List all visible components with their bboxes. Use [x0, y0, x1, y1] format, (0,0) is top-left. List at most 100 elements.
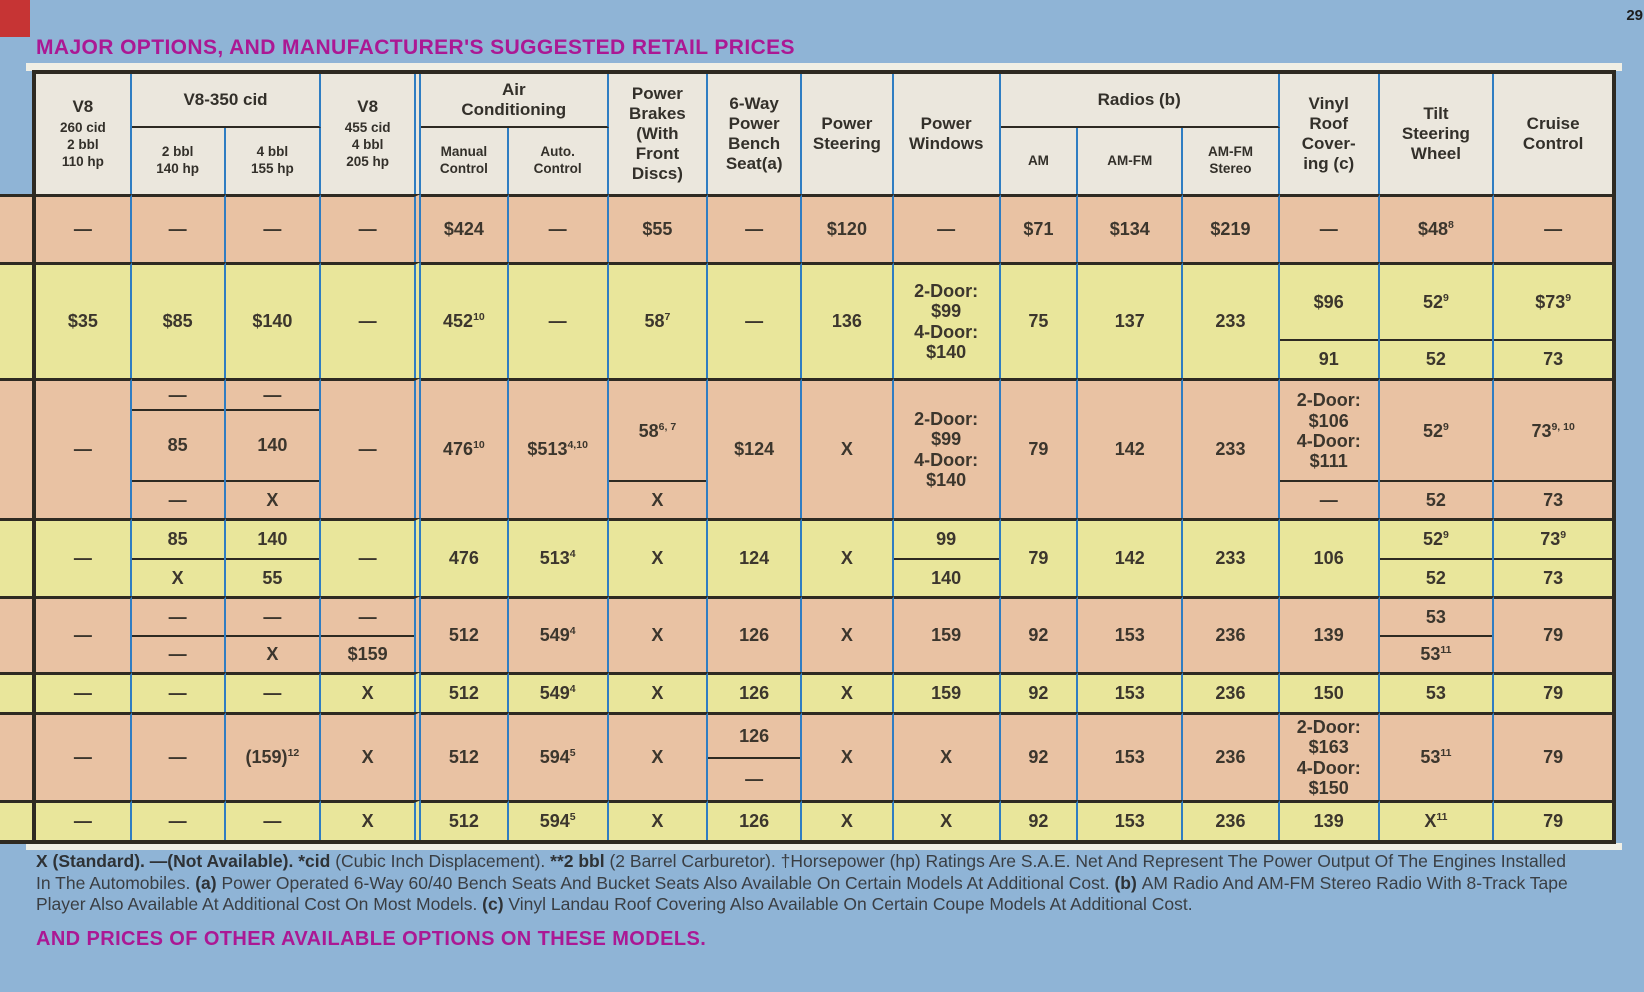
table-cell: $739 73	[1494, 262, 1612, 378]
table-cell: 92	[1000, 596, 1079, 672]
table-cell: $134	[1078, 194, 1184, 262]
table-cell: 5494	[508, 596, 609, 672]
table-cell: —	[708, 262, 803, 378]
table-cell: —	[508, 262, 609, 378]
table-cell: 512	[421, 596, 509, 672]
table-cell: $96 91	[1279, 262, 1380, 378]
table-cell: X	[802, 800, 894, 840]
table-cell: 99 140	[893, 518, 1001, 596]
table-cell: 45210	[421, 262, 509, 378]
table-cell: — —	[131, 596, 226, 672]
table-cell: X	[802, 596, 894, 672]
table-cell: —	[36, 378, 132, 518]
table-cell: X	[321, 672, 422, 712]
table-cell: 126	[708, 800, 803, 840]
column-subheader: 2 bbl 140 hp	[131, 128, 226, 194]
column-subheader: AM-FM	[1078, 128, 1184, 194]
table-cell: —	[131, 712, 226, 800]
column-header: V8 260 cid 2 bbl 110 hp	[36, 74, 132, 194]
table-cell: 529 52	[1379, 262, 1495, 378]
footnote-segment: Power Operated 6-Way 60/40 Bench Seats A…	[221, 872, 1115, 893]
table-cell: 5945	[508, 800, 609, 840]
footnote-segment: X (Standard).	[36, 851, 150, 871]
bottom-caption: AND PRICES OF OTHER AVAILABLE OPTIONS ON…	[36, 928, 707, 950]
table-cell: 75	[1000, 262, 1079, 378]
footnote-segment: (2 Barrel Carburetor). †Horsepower (hp) …	[36, 851, 1566, 893]
table-cell: $424	[421, 194, 509, 262]
table-cell: 512	[421, 712, 509, 800]
table-cell: 153	[1078, 800, 1184, 840]
table-cell: 85 X	[131, 518, 226, 596]
table-cell: $71	[1000, 194, 1079, 262]
column-group-header: Air Conditioning	[421, 74, 609, 128]
column-group-header: V8-350 cid	[131, 74, 322, 128]
table-cell: 79	[1494, 712, 1612, 800]
table-cell: 739 73	[1494, 518, 1612, 596]
table-cell: 53	[1379, 672, 1495, 712]
column-subheader: 4 bbl 155 hp	[225, 128, 322, 194]
table-cell: —	[321, 518, 422, 596]
column-header: Power Steering	[802, 74, 894, 194]
table-cell: 92	[1000, 712, 1079, 800]
table-cell: 587	[608, 262, 709, 378]
table-cell: —	[321, 194, 422, 262]
table-cell: —	[36, 672, 132, 712]
footnote-segment: (b)	[1114, 872, 1142, 893]
footnote-segment: **2 bbl	[550, 851, 610, 871]
table-cell: $124	[708, 378, 803, 518]
table-cell: X	[608, 712, 709, 800]
table-cell: X	[608, 596, 709, 672]
table-cell: — X	[225, 596, 322, 672]
page-edge-segment	[0, 712, 34, 800]
page-edge-strip	[0, 194, 34, 844]
table-cell: X	[608, 672, 709, 712]
table-cell: 233	[1183, 378, 1280, 518]
column-subheader: Auto. Control	[508, 128, 609, 194]
table-cell: X	[321, 712, 422, 800]
table-cell: —	[225, 672, 322, 712]
table-cell: 2-Door: $99 4-Door: $140	[893, 378, 1001, 518]
table-cell: 512	[421, 672, 509, 712]
table-cell: 140 55	[225, 518, 322, 596]
table-cell: 79	[1494, 596, 1612, 672]
table-cell: 153	[1078, 712, 1184, 800]
table-cell: 126—	[708, 712, 803, 800]
footnote-segment: (a)	[195, 872, 222, 893]
table-cell: 139	[1279, 800, 1380, 840]
page-edge-segment	[0, 596, 34, 672]
table-cell: 53 5311	[1379, 596, 1495, 672]
table-cell: 529 52	[1379, 378, 1495, 518]
table-cell: 739, 10 73	[1494, 378, 1612, 518]
table-cell: X	[608, 518, 709, 596]
table-cell: 5134	[508, 518, 609, 596]
table-cell: —	[321, 262, 422, 378]
table-cell: 236	[1183, 712, 1280, 800]
table-cell: 476	[421, 518, 509, 596]
column-header: 6-Way Power Bench Seat(a)	[708, 74, 803, 194]
table-cell: X	[608, 800, 709, 840]
table-cell: 153	[1078, 672, 1184, 712]
table-cell: $488	[1379, 194, 1495, 262]
table-cell: 236	[1183, 672, 1280, 712]
table-cell: 137	[1078, 262, 1184, 378]
table-cell: —140 X	[225, 378, 322, 518]
options-price-table: V8 260 cid 2 bbl 110 hp V8-350 cid 2 bbl 140 h…	[32, 70, 1616, 844]
table-cell: —	[1279, 194, 1380, 262]
column-header: Tilt Steering Wheel	[1379, 74, 1495, 194]
table-cell: X	[802, 672, 894, 712]
table-cell: 2-Door: $163 4-Door: $150	[1279, 712, 1380, 800]
table-cell: 79	[1000, 378, 1079, 518]
column-header: V8 455 cid 4 bbl 205 hp	[321, 74, 422, 194]
table-cell: 92	[1000, 800, 1079, 840]
table-cell: X11	[1379, 800, 1495, 840]
table-cell: 159	[893, 596, 1001, 672]
table-cell: —	[508, 194, 609, 262]
table-cell: 153	[1078, 596, 1184, 672]
table-cell: X	[802, 712, 894, 800]
table-cell: 139	[1279, 596, 1380, 672]
table-cell: 159	[893, 672, 1001, 712]
table-cell: —	[225, 800, 322, 840]
table-cell: —	[1494, 194, 1612, 262]
table-cell: —	[36, 712, 132, 800]
